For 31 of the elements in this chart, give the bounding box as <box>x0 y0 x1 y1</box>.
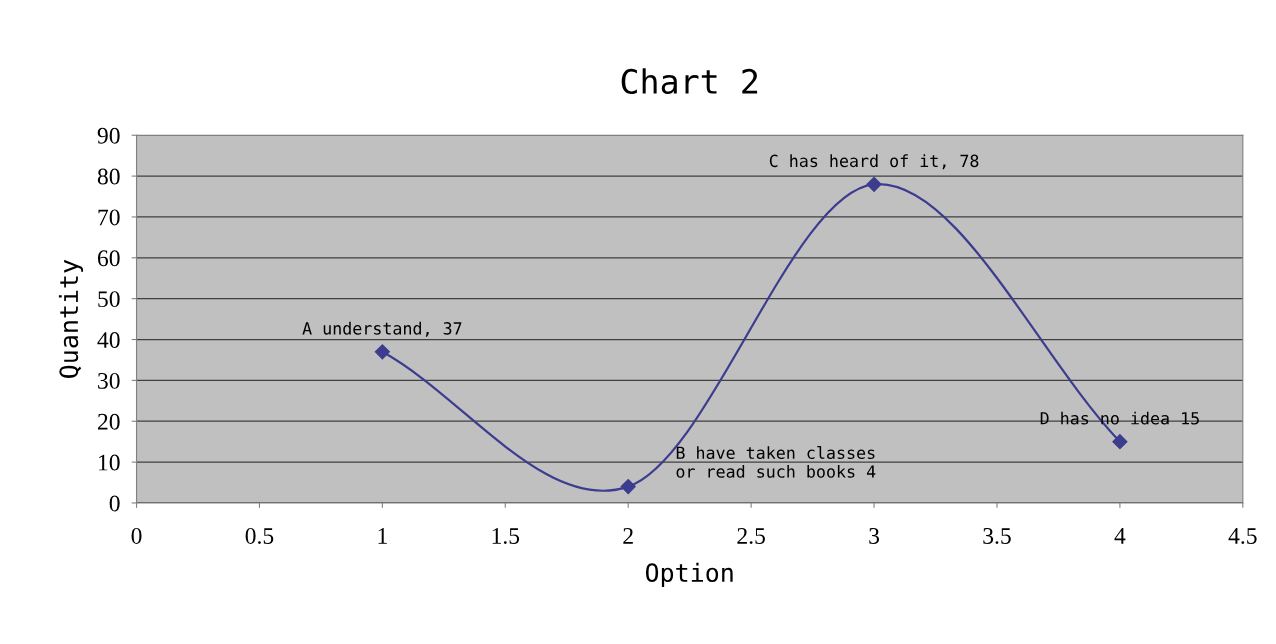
x-tick-label: 3.5 <box>983 528 1011 544</box>
y-tick-label: 20 <box>97 413 120 430</box>
y-tick-label: 50 <box>98 291 120 308</box>
x-tick-label: 2.5 <box>737 528 765 544</box>
y-tick-label: 80 <box>97 168 120 185</box>
annotation: D has no idea 15 <box>1040 411 1199 425</box>
chart-title: Chart 2 <box>621 68 758 95</box>
y-axis-title: Quantity <box>58 259 84 378</box>
y-tick-label: 10 <box>99 454 120 471</box>
point <box>374 344 390 360</box>
y-tick-label: 70 <box>98 209 120 226</box>
x-tick-label: 2 <box>623 528 633 544</box>
x-tick-label: 1.5 <box>492 528 520 544</box>
x-tick-label: 0 <box>131 527 142 544</box>
x-tick-label: 4.5 <box>1228 528 1257 544</box>
annotation: A understand, 37 <box>302 321 462 337</box>
y-tick-label: 60 <box>97 250 120 267</box>
annotation: B have taken classes or read such books 4 <box>676 446 876 478</box>
y-tick-label: 40 <box>97 332 120 348</box>
x-tick-label: 0.5 <box>245 527 274 544</box>
y-tick-label: 0 <box>109 495 120 512</box>
point <box>620 479 636 495</box>
y-tick-label: 30 <box>98 372 120 389</box>
y-tick-label: 90 <box>97 127 120 144</box>
x-tick-label: 3 <box>869 528 880 544</box>
annotation: C has heard of it, 78 <box>769 154 979 170</box>
x-axis-title: Option <box>645 562 733 587</box>
x-tick-label: 4 <box>1114 528 1126 544</box>
point <box>1112 434 1128 450</box>
x-tick-label: 1 <box>378 528 387 544</box>
point <box>866 176 882 192</box>
